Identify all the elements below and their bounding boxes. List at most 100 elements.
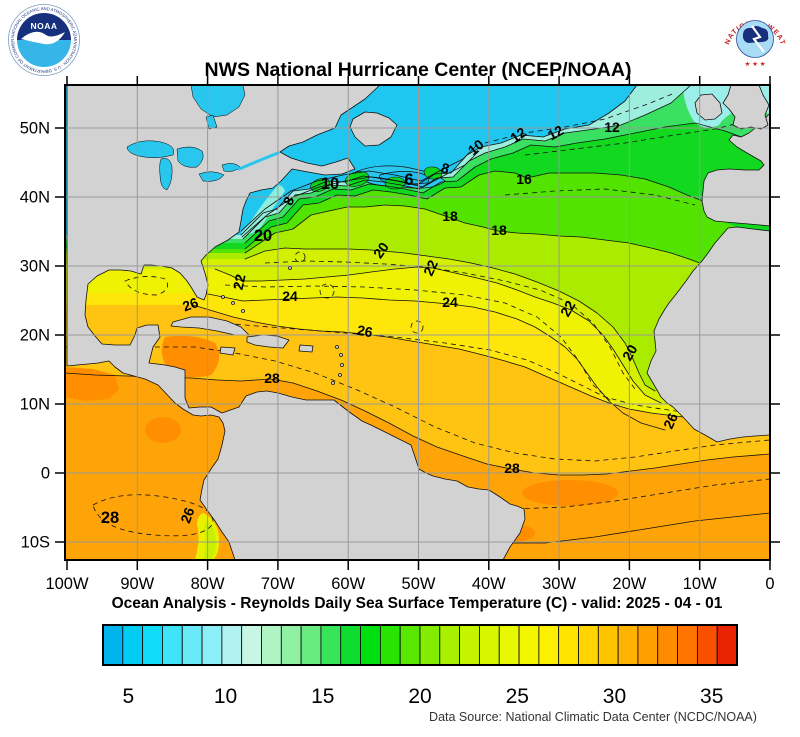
contour-line bbox=[192, 304, 770, 424]
contour-label: 10 bbox=[321, 175, 339, 193]
contour-line-dashed bbox=[92, 494, 214, 537]
lon-tick-label: 10W bbox=[683, 575, 717, 593]
colorbar-tick-label: 30 bbox=[603, 685, 626, 708]
contour-line-dashed bbox=[364, 478, 770, 510]
island-dot bbox=[241, 309, 245, 313]
contour-label: 26 bbox=[180, 294, 200, 314]
contour-label: 8 bbox=[439, 159, 451, 177]
colorbar-segment bbox=[399, 624, 421, 666]
island-dot bbox=[331, 381, 335, 385]
colorbar-segment bbox=[558, 624, 579, 666]
colorbar-segment bbox=[162, 624, 183, 666]
contour-line bbox=[241, 150, 480, 238]
colorbar-segment bbox=[280, 624, 302, 666]
noaa-logo-acronym: NOAA bbox=[30, 21, 57, 31]
axis-ticks bbox=[55, 76, 780, 570]
lat-tick-label: 50N bbox=[20, 120, 50, 138]
warm-eddy bbox=[423, 166, 443, 180]
colorbar-segment bbox=[300, 624, 322, 666]
grid-lines bbox=[65, 85, 770, 560]
nws-cloud-icon bbox=[742, 26, 769, 43]
axis-labels: 100W 90W 80W 70W 60W 50W 40W 30W 20W 10W 0 50N 40N 30… bbox=[20, 120, 775, 594]
hudson-bay bbox=[190, 85, 246, 118]
colorbar-segment bbox=[360, 624, 381, 666]
lon-tick-label: 70W bbox=[261, 575, 295, 593]
colorbar-segment bbox=[716, 624, 738, 666]
colorbar-segment bbox=[498, 624, 520, 666]
eddy-contour bbox=[294, 251, 306, 263]
lat-tick-label: 20N bbox=[20, 327, 50, 345]
colorbar-segment bbox=[518, 624, 540, 666]
colorbar-segment bbox=[261, 624, 282, 666]
colorbar-segment bbox=[379, 624, 401, 666]
colorbar-segment bbox=[142, 624, 163, 666]
contour-label: 26 bbox=[660, 410, 681, 431]
land-britain bbox=[722, 85, 770, 130]
contour-label: 20 bbox=[619, 342, 641, 364]
nws-logo-stars: ★ ★ ★ bbox=[744, 60, 765, 68]
colorbar-segment bbox=[241, 624, 262, 666]
eddy-contour bbox=[410, 320, 424, 334]
colorbar-tick-label: 35 bbox=[700, 685, 723, 708]
lon-tick-label: 90W bbox=[120, 575, 154, 593]
island-dot bbox=[339, 353, 343, 357]
contour-label: 28 bbox=[264, 370, 280, 386]
colorbar-segment bbox=[578, 624, 599, 666]
colorbar-segment bbox=[479, 624, 500, 666]
island-dot bbox=[231, 301, 235, 305]
contour-label: 12 bbox=[545, 122, 567, 144]
colorbar: 5 10 15 20 25 30 35 bbox=[102, 624, 738, 708]
noaa-logo: NATIONAL OCEANIC AND ATMOSPHERIC ADMINIS… bbox=[8, 4, 80, 76]
colorbar-tick-label: 10 bbox=[214, 685, 237, 708]
contour-label: 22 bbox=[230, 272, 249, 291]
contour-line-dashed bbox=[224, 284, 614, 404]
lon-tick-label: 80W bbox=[191, 575, 225, 593]
land-puerto-rico bbox=[298, 344, 314, 353]
lake-erie bbox=[198, 171, 225, 182]
colorbar-segment bbox=[459, 624, 480, 666]
noaa-seagull-icon bbox=[21, 31, 65, 45]
island-dot bbox=[338, 373, 342, 377]
island-dot bbox=[221, 295, 225, 299]
colorbar-border bbox=[102, 624, 738, 666]
contour-line bbox=[244, 170, 704, 250]
lon-tick-label: 60W bbox=[331, 575, 365, 593]
contour-line bbox=[244, 204, 706, 266]
contour-label: 6 bbox=[404, 171, 413, 189]
contour-line-dashed bbox=[65, 346, 770, 462]
colorbar-segment bbox=[439, 624, 461, 666]
contour-label: 22 bbox=[420, 257, 441, 278]
st-lawrence-river bbox=[237, 151, 280, 171]
colorbar-segment bbox=[340, 624, 361, 666]
nws-lightning-icon bbox=[751, 25, 765, 53]
land-americas bbox=[66, 85, 526, 560]
lat-tick-label: 10S bbox=[21, 534, 50, 552]
contour-label: 22 bbox=[557, 298, 579, 320]
colorbar-segments bbox=[102, 624, 738, 666]
contour-line-dashed bbox=[524, 118, 756, 156]
warm-patch bbox=[145, 417, 181, 443]
land-newfoundland bbox=[349, 111, 398, 147]
contour-label: 26 bbox=[356, 322, 374, 340]
colorbar-segment bbox=[221, 624, 243, 666]
colorbar-segment bbox=[617, 624, 639, 666]
contour-label: 28 bbox=[101, 509, 119, 527]
lat-tick-label: 40N bbox=[20, 189, 50, 207]
contour-line-dashed bbox=[264, 260, 636, 390]
lon-tick-label: 100W bbox=[45, 575, 89, 593]
colorbar-tick-label: 5 bbox=[122, 685, 134, 708]
lake-huron bbox=[176, 146, 204, 168]
island-dot bbox=[340, 363, 344, 367]
lat-tick-label: 30N bbox=[20, 258, 50, 276]
colorbar-segment bbox=[122, 624, 144, 666]
colorbar-segment bbox=[657, 624, 678, 666]
colorbar-segment bbox=[419, 624, 441, 666]
page-title: NWS National Hurricane Center (NCEP/NOAA… bbox=[205, 59, 632, 81]
colorbar-segment bbox=[320, 624, 342, 666]
colorbar-tick-label: 25 bbox=[506, 685, 529, 708]
contour-label: 26 bbox=[177, 505, 197, 525]
land-jamaica bbox=[219, 346, 236, 356]
contour-line-dashed bbox=[199, 320, 770, 419]
